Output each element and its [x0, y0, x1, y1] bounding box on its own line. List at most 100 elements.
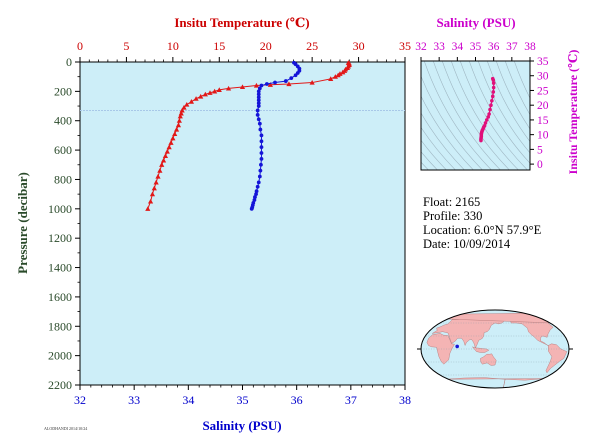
salinity-point: [259, 157, 264, 161]
float-id: Float: 2165: [423, 195, 481, 209]
temperature-tick-label: 15: [213, 39, 225, 53]
temperature-point: [155, 173, 161, 179]
temperature-point: [145, 206, 151, 211]
ts-contour: [421, 95, 474, 170]
temperature-point: [340, 69, 346, 75]
temperature-point: [216, 87, 222, 92]
temperature-point: [309, 79, 315, 85]
salinity-point: [259, 151, 264, 155]
salinity-point: [258, 168, 263, 173]
temperature-point: [286, 81, 292, 87]
ts-diagram: 32 33 34 35 36 37 38 0 5 10 15 20 25 30 35 Salinity (…: [415, 15, 580, 175]
temperature-point: [178, 110, 184, 116]
ts-point: [491, 78, 496, 82]
temperature-point: [177, 113, 183, 119]
temperature-tick-label: 5: [123, 39, 129, 53]
salinity-tick-label: 34: [182, 393, 194, 407]
ts-contour: [421, 112, 465, 170]
salinity-point: [258, 127, 263, 132]
salinity-point: [293, 73, 298, 78]
temperature-point: [160, 157, 167, 163]
ts-contour: [468, 61, 530, 164]
ts-point: [491, 90, 496, 94]
ts-temperature-tick-label: 35: [537, 56, 549, 68]
temperature-point: [181, 104, 187, 110]
salinity-point: [254, 192, 258, 197]
float-info-panel: Float: 2165 Profile: 330 Location: 6.0°N…: [423, 195, 541, 251]
salinity-point: [252, 198, 257, 202]
salinity-tick-label: 37: [345, 393, 357, 407]
salinity-point: [256, 180, 261, 185]
temperature-series: [145, 60, 352, 211]
ts-temperature-ticks: 0 5 10 15 20 25 30 35: [530, 56, 549, 171]
salinity-point: [255, 108, 260, 113]
salinity-point: [283, 79, 288, 83]
salinity-point: [249, 206, 254, 211]
temperature-point: [170, 135, 176, 141]
ts-temperature-axis-label: Insitu Temperature (℃): [566, 50, 580, 175]
temperature-axis-label: Insitu Temperature (℃): [174, 15, 309, 30]
temperature-point: [267, 82, 273, 87]
map-graticule: [421, 322, 569, 376]
salinity-point: [259, 133, 264, 138]
salinity-point: [256, 101, 261, 106]
ts-contour: [450, 61, 519, 170]
ts-temperature-tick-label: 15: [537, 115, 549, 127]
salinity-point: [259, 139, 264, 144]
temperature-tick-label: 20: [260, 39, 272, 53]
salinity-point: [273, 80, 277, 85]
ts-salinity-tick-label: 38: [524, 41, 536, 53]
pressure-tick-label: 2200: [48, 378, 72, 392]
salinity-point: [264, 82, 269, 86]
pressure-tick-label: 200: [54, 84, 72, 98]
salinity-point: [256, 89, 261, 94]
ts-temperature-tick-label: 30: [537, 71, 549, 83]
float-location-marker: [455, 344, 459, 349]
temperature-point: [184, 101, 190, 107]
ts-temperature-tick-label: 20: [537, 100, 549, 112]
pressure-tick-label: 400: [54, 114, 72, 128]
salinity-tick-label: 36: [291, 393, 303, 407]
salinity-point: [259, 145, 264, 150]
ts-temperature-tick-label: 5: [537, 144, 543, 156]
ts-contour: [486, 61, 530, 143]
temperature-tick-label: 35: [399, 39, 411, 53]
temperature-point: [173, 126, 180, 132]
temperature-point: [212, 88, 218, 94]
main-profile-plot: 0 5 10 15 20 25 30 35 32 33 34 35 36 37 38 0 200 400 600…: [15, 15, 411, 433]
pressure-axis-ticks: 0 200 400 600 800 1000 1200 1400 1600 1800 2000 220…: [48, 55, 80, 392]
ts-contour: [495, 61, 530, 130]
temperature-tick-label: 25: [306, 39, 318, 53]
temperature-point: [162, 153, 169, 159]
temperature-point: [198, 93, 204, 99]
salinity-tick-label: 32: [74, 393, 86, 407]
salinity-point: [259, 162, 263, 167]
temperature-point: [159, 162, 165, 167]
temperature-tick-label: 10: [167, 39, 179, 53]
salinity-point: [257, 121, 262, 126]
temperature-axis-ticks: 0 5 10 15 20 25 30 35: [77, 39, 411, 62]
temperature-point: [225, 85, 232, 91]
ts-salinity-tick-label: 32: [415, 41, 427, 53]
ts-point: [484, 118, 489, 122]
salinity-point: [259, 83, 264, 88]
ts-salinity-tick-label: 33: [433, 41, 445, 53]
map-land: [426, 312, 568, 388]
ts-curve: [479, 76, 496, 143]
profile-number: Profile: 330: [423, 209, 483, 223]
profile-date: Date: 10/09/2014: [423, 237, 511, 251]
pressure-tick-label: 1200: [48, 231, 72, 245]
ts-salinity-tick-label: 35: [470, 41, 482, 53]
ts-contour: [421, 75, 483, 170]
salinity-point: [256, 104, 261, 108]
main-plot-background: [79, 61, 406, 386]
temperature-point: [153, 179, 159, 185]
ts-point: [490, 94, 495, 99]
ts-point: [489, 103, 493, 107]
ts-contour: [504, 61, 530, 116]
temperature-point: [188, 99, 195, 104]
salinity-tick-label: 38: [399, 393, 411, 407]
salinity-point: [255, 184, 260, 189]
temperature-point: [335, 72, 341, 78]
map-landmass: [426, 333, 455, 365]
